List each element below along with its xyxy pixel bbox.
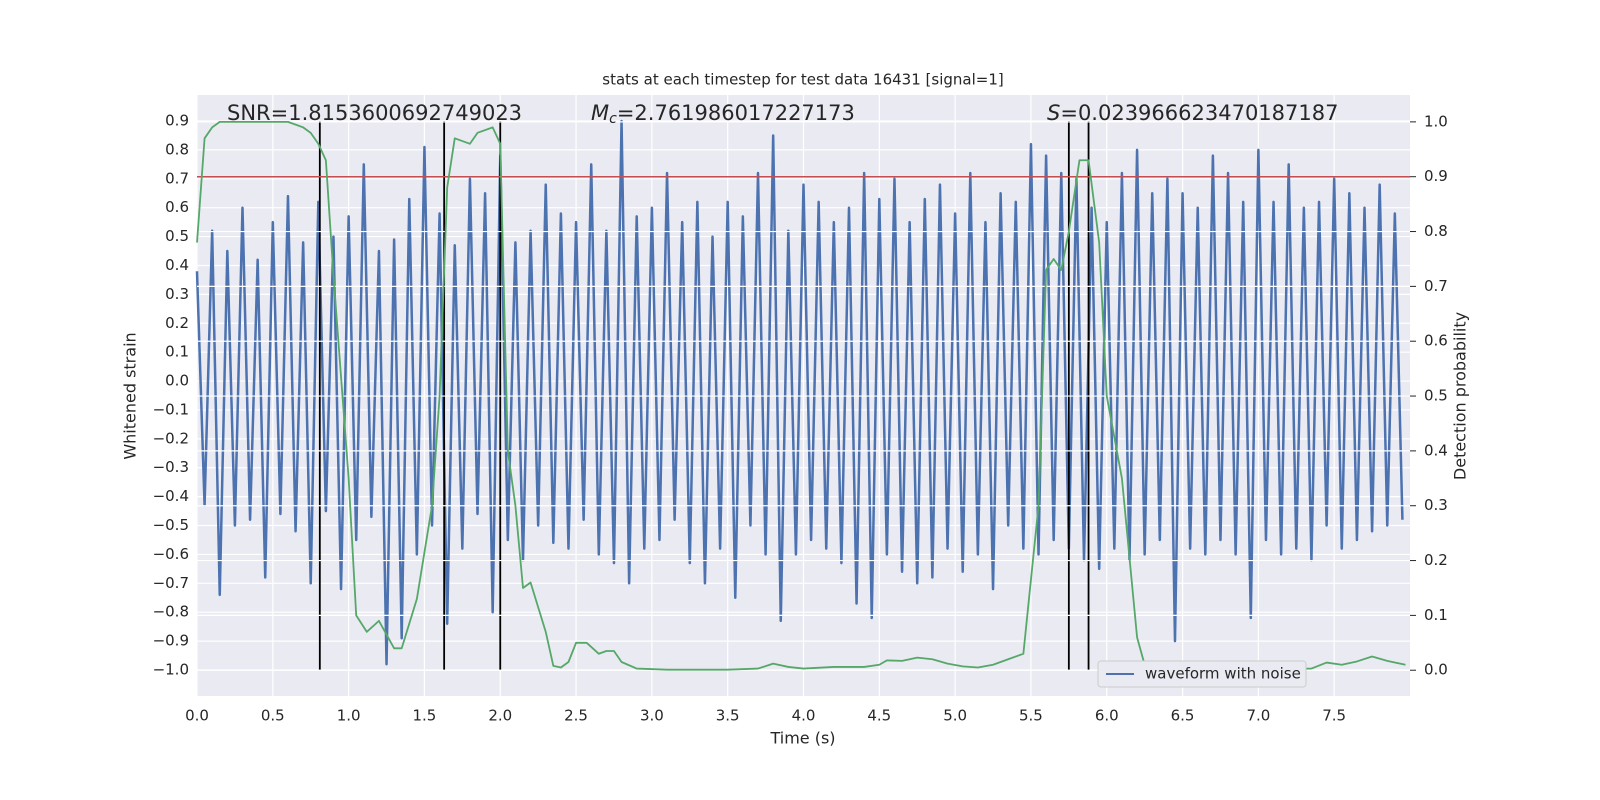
y2-tick-label: 0.3	[1424, 496, 1448, 514]
y2-tick-label: 1.0	[1424, 112, 1448, 130]
y2-tick-label: 0.5	[1424, 387, 1448, 405]
x-tick-label: 5.5	[1019, 707, 1043, 725]
y-tick-label: 0.3	[165, 285, 189, 303]
x-tick-label: 2.0	[488, 707, 512, 725]
y-tick-label: 0.8	[165, 140, 189, 158]
annotation-symbol: S	[1047, 101, 1060, 125]
x-tick-label: 1.5	[413, 707, 437, 725]
y-tick-label: −0.9	[153, 632, 189, 650]
x-tick-label: 7.0	[1246, 707, 1270, 725]
x-tick-label: 4.5	[867, 707, 891, 725]
y-tick-label: 0.7	[165, 169, 189, 187]
y-tick-label: −0.4	[153, 487, 189, 505]
chart-title: stats at each timestep for test data 164…	[602, 71, 1003, 89]
waveform-line	[195, 119, 1404, 666]
y-tick-label: −0.3	[153, 458, 189, 476]
y-tick-label: 0.5	[165, 227, 189, 245]
y-tick-label: 0.6	[165, 198, 189, 216]
y2-tick-label: 0.2	[1424, 551, 1448, 569]
x-tick-label: 0.5	[261, 707, 285, 725]
y-axis-label: Whitened strain	[121, 332, 140, 459]
x-axis-label: Time (s)	[769, 729, 835, 748]
annotation: Mc=2.761986017227173	[591, 101, 855, 127]
y-tick-label: 0.0	[165, 372, 189, 390]
y-tick-label: 0.1	[165, 343, 189, 361]
y-tick-label: 0.4	[165, 256, 189, 274]
annotation-value: SNR=1.8153600692749023	[227, 101, 522, 125]
x-tick-label: 6.0	[1095, 707, 1119, 725]
y-tick-label: −0.8	[153, 603, 189, 621]
x-tick-label: 0.0	[185, 707, 209, 725]
legend-label: waveform with noise	[1145, 665, 1301, 683]
y-tick-label: −0.2	[153, 429, 189, 447]
y-tick-label: −0.6	[153, 545, 189, 563]
y2-tick-label: 0.0	[1424, 661, 1448, 679]
x-tick-label: 6.5	[1171, 707, 1195, 725]
y2-tick-label: 0.6	[1424, 332, 1448, 350]
y2-tick-label: 0.9	[1424, 167, 1448, 185]
y2-tick-label: 0.8	[1424, 222, 1448, 240]
x-tick-label: 4.0	[792, 707, 816, 725]
annotation-symbol: M	[591, 101, 609, 125]
y-tick-label: 0.9	[165, 112, 189, 130]
x-tick-label: 3.5	[716, 707, 740, 725]
annotation: S=0.023966623470187187	[1047, 101, 1338, 125]
y-tick-label: −0.5	[153, 516, 189, 534]
legend-box	[1097, 660, 1307, 688]
y2-tick-label: 0.7	[1424, 277, 1448, 295]
annotation: SNR=1.8153600692749023	[227, 101, 522, 125]
y2-axis-label: Detection probability	[1451, 312, 1470, 480]
y2-tick-label: 0.4	[1424, 441, 1448, 459]
y-tick-label: −0.7	[153, 574, 189, 592]
annotation-subscript: c	[609, 111, 617, 127]
x-tick-label: 1.0	[337, 707, 361, 725]
x-tick-label: 5.0	[943, 707, 967, 725]
x-tick-label: 2.5	[564, 707, 588, 725]
y2-tick-label: 0.1	[1424, 606, 1448, 624]
annotation-value: =2.761986017227173	[617, 101, 855, 125]
probability-line	[196, 120, 1406, 671]
x-tick-label: 3.0	[640, 707, 664, 725]
annotation-value: =0.023966623470187187	[1060, 101, 1338, 125]
y-tick-label: −0.1	[153, 400, 189, 418]
y-tick-label: −1.0	[153, 660, 189, 678]
x-tick-label: 7.5	[1322, 707, 1346, 725]
y-tick-label: 0.2	[165, 314, 189, 332]
